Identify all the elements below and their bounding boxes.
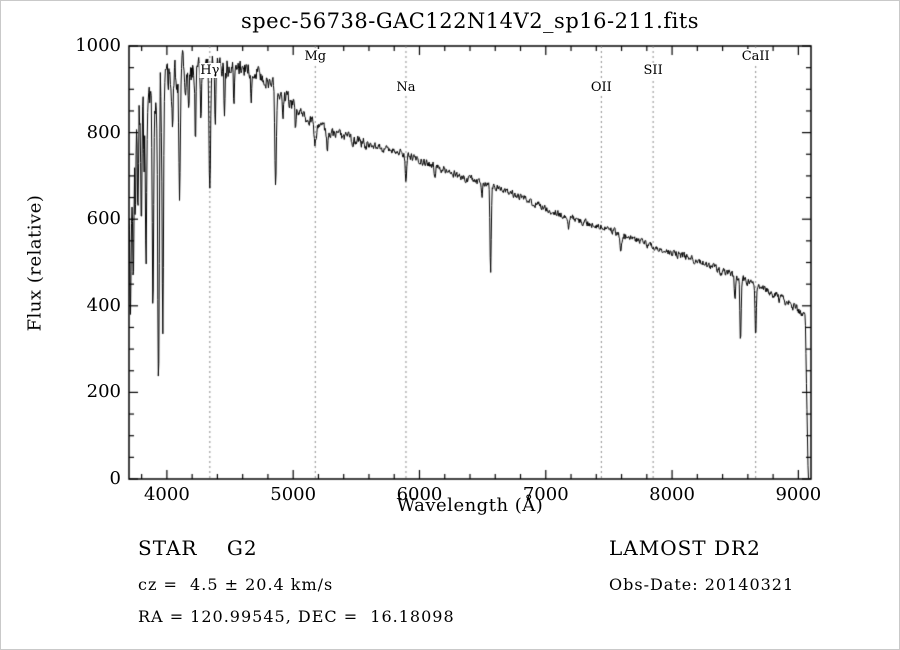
obs-date-text: Obs-Date: 20140321: [609, 575, 795, 594]
plot-title: spec-56738-GAC122N14V2_sp16-211.fits: [240, 9, 700, 33]
survey-text: LAMOST DR2: [609, 536, 761, 560]
y-axis-label: Flux (relative): [24, 194, 46, 332]
ra-dec-text: RA = 120.99545, DEC = 16.18098: [138, 607, 455, 626]
x-axis-label: Wavelength (Å): [396, 495, 544, 516]
classification-text: STAR G2: [138, 536, 258, 560]
cz-text: cz = 4.5 ± 20.4 km/s: [138, 575, 334, 594]
